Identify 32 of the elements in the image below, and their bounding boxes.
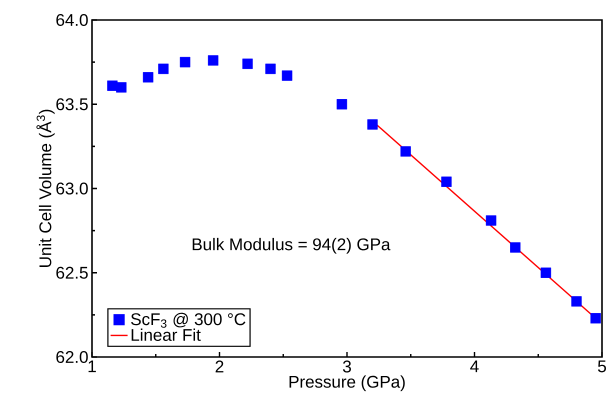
y-tick-label: 64.0	[56, 14, 88, 26]
x-tick-label: 4	[470, 360, 479, 372]
legend-label: ScF$_{3}$ @ 300 °C	[131, 312, 246, 328]
annotation: Bulk Modulus = 94(2) GPa	[192, 238, 390, 254]
point	[571, 296, 582, 307]
point	[540, 268, 552, 278]
y-tick-label: 62.5	[56, 266, 88, 279]
point	[158, 64, 169, 74]
y-tick-label: 63.0	[56, 182, 88, 194]
y-tick-label: 63.5	[56, 98, 88, 110]
y-tick-label: 62.0	[56, 351, 88, 364]
point	[208, 55, 218, 66]
x-tick-label: 1	[88, 360, 96, 372]
point	[180, 56, 190, 68]
y-axis-title: Unit Cell Volume (Å$^{3}$)	[36, 110, 55, 267]
x-tick-label: 2	[216, 360, 224, 372]
legend-label: Linear Fit	[132, 328, 201, 341]
point	[336, 99, 348, 110]
point	[116, 82, 127, 93]
point	[242, 58, 253, 70]
x-tick-label: 3	[342, 360, 351, 373]
point	[142, 72, 154, 82]
point	[400, 146, 411, 157]
point	[590, 313, 601, 324]
point	[367, 119, 378, 130]
point	[510, 242, 520, 253]
x-axis-title: Pressure (GPa)	[290, 375, 405, 392]
point	[265, 64, 276, 74]
point	[441, 176, 452, 187]
point	[282, 70, 292, 81]
x-tick-label: 5	[598, 360, 606, 372]
point	[486, 215, 496, 226]
